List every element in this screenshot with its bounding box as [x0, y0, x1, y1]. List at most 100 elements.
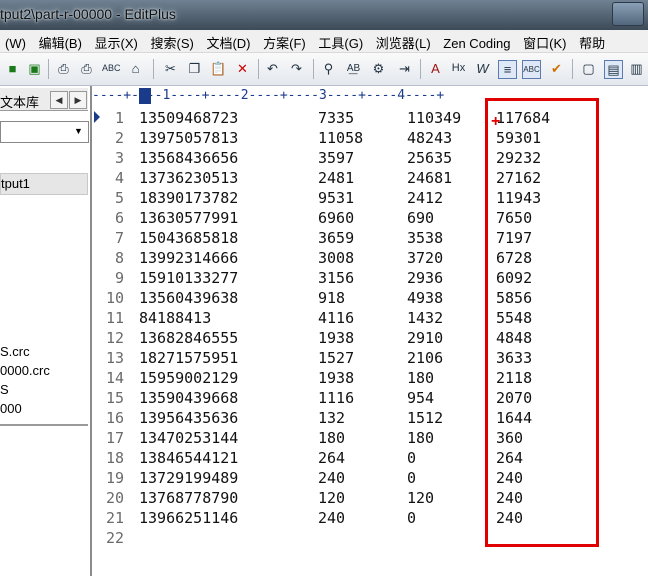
menu-project[interactable]: 方案(F): [263, 36, 306, 51]
text-line[interactable]: 16 13956435636 132 1512 1644: [92, 408, 632, 428]
redo-icon[interactable]: ↷: [291, 61, 302, 76]
line-number: 7: [114, 229, 124, 247]
panel-divider[interactable]: [0, 424, 88, 426]
line-number: 15: [105, 389, 124, 407]
total-traffic-cell: 117684: [496, 109, 551, 127]
tab-cliptext[interactable]: 文本库: [0, 95, 40, 110]
phone-number-cell: 13682846555: [139, 329, 239, 347]
upload-traffic-cell: 11058: [318, 129, 364, 147]
text-line[interactable]: 6 13630577991 6960 690 7650: [92, 208, 632, 228]
directory-icon[interactable]: ⌂: [131, 61, 140, 76]
file-list-item[interactable]: 0000.crc: [0, 363, 50, 378]
text-line[interactable]: 15 13590439668 1116 954 2070: [92, 388, 632, 408]
delete-icon[interactable]: ✕: [237, 61, 248, 76]
save-all-icon[interactable]: ▣: [28, 61, 41, 76]
ruler-icon[interactable]: ABC: [522, 60, 541, 79]
file-list-item[interactable]: S.crc: [0, 344, 30, 359]
save-icon[interactable]: ■: [8, 61, 17, 76]
file-list-item[interactable]: S: [0, 382, 9, 397]
download-traffic-cell: 180: [407, 429, 435, 447]
cursor-crosshair-icon: +: [491, 113, 501, 130]
print-icon[interactable]: ⎙: [81, 61, 92, 76]
spell-check-icon[interactable]: ABC: [102, 63, 121, 73]
upload-traffic-cell: 6960: [318, 209, 355, 227]
download-traffic-cell: 110349: [407, 109, 462, 127]
directory-combo[interactable]: ▼: [0, 121, 89, 143]
replace-icon[interactable]: A͟B: [346, 63, 361, 74]
menu-tools[interactable]: 工具(G): [318, 36, 364, 51]
text-line[interactable]: 19 13729199489 240 0 240: [92, 468, 632, 488]
text-line[interactable]: 1 13509468723 7335 110349 117684: [92, 108, 632, 128]
text-line[interactable]: 4 13736230513 2481 24681 27162: [92, 168, 632, 188]
text-line[interactable]: 20 13768778790 120 120 240: [92, 488, 632, 508]
upload-traffic-cell: 3156: [318, 269, 355, 287]
download-traffic-cell: 0: [407, 509, 417, 527]
text-line[interactable]: 8 13992314666 3008 3720 6728: [92, 248, 632, 268]
undo-icon[interactable]: ↶: [267, 61, 278, 76]
find-icon[interactable]: ⚲: [323, 61, 334, 76]
toolbar-separator: [313, 59, 314, 79]
check-icon[interactable]: ✔: [551, 61, 562, 76]
text-line[interactable]: 17 13470253144 180 180 360: [92, 428, 632, 448]
total-traffic-cell: 5856: [496, 289, 533, 307]
text-line[interactable]: 12 13682846555 1938 2910 4848: [92, 328, 632, 348]
find-in-files-icon[interactable]: ⚙: [372, 61, 385, 76]
chevron-down-icon: ▼: [74, 126, 83, 136]
download-traffic-cell: 180: [407, 369, 435, 387]
line-number-icon[interactable]: ≡: [498, 60, 517, 79]
menu-document[interactable]: 文档(D): [206, 36, 251, 51]
text-line[interactable]: 5 18390173782 9531 2412 11943: [92, 188, 632, 208]
text-line[interactable]: 18 13846544121 264 0 264: [92, 448, 632, 468]
line-number: 12: [105, 329, 124, 347]
menu-help[interactable]: 帮助: [579, 36, 606, 51]
download-traffic-cell: 2910: [407, 329, 444, 347]
tab-scroll-right-icon[interactable]: ▶: [69, 91, 87, 109]
paste-icon[interactable]: 📋: [210, 61, 227, 76]
download-traffic-cell: 2106: [407, 349, 444, 367]
copy-icon[interactable]: ❐: [188, 61, 201, 76]
text-line[interactable]: 22: [92, 528, 632, 548]
directory-window-icon[interactable]: ▤: [604, 60, 623, 79]
text-line[interactable]: 3 13568436656 3597 25635 29232: [92, 148, 632, 168]
text-line[interactable]: 2 13975057813 11058 48243 59301: [92, 128, 632, 148]
window-icon[interactable]: ▢: [582, 61, 595, 76]
total-traffic-cell: 360: [496, 429, 524, 447]
text-line[interactable]: 9 15910133277 3156 2936 6092: [92, 268, 632, 288]
phone-number-cell: 15910133277: [139, 269, 239, 287]
hex-viewer-icon[interactable]: Hx: [451, 62, 466, 74]
menu-edit[interactable]: 编辑(B): [38, 36, 82, 51]
menu-view[interactable]: 显示(X): [94, 36, 138, 51]
output-window-icon[interactable]: ▥: [630, 61, 643, 76]
upload-traffic-cell: 4116: [318, 309, 355, 327]
text-line[interactable]: 10 13560439638 918 4938 5856: [92, 288, 632, 308]
total-traffic-cell: 264: [496, 449, 524, 467]
print-preview-icon[interactable]: ⎙: [58, 61, 69, 76]
toolbar-separator: [420, 59, 421, 79]
goto-line-icon[interactable]: ⇥: [399, 61, 410, 76]
phone-number-cell: 13509468723: [139, 109, 239, 127]
line-number: 20: [105, 489, 124, 507]
text-line[interactable]: 7 15043685818 3659 3538 7197: [92, 228, 632, 248]
editor-area[interactable]: ----+----1----+----2----+----3----+----4…: [92, 86, 648, 576]
menu-search[interactable]: 搜索(S): [150, 36, 194, 51]
upload-traffic-cell: 3008: [318, 249, 355, 267]
file-list-item[interactable]: 000: [0, 401, 22, 416]
menu-window[interactable]: 窗口(K): [523, 36, 567, 51]
menu-window-mode[interactable]: (W): [5, 36, 26, 51]
text-line[interactable]: 13 18271575951 1527 2106 3633: [92, 348, 632, 368]
directory-item-selected[interactable]: tput1: [0, 173, 88, 195]
window-control-button[interactable]: [612, 2, 644, 26]
menu-zen-coding[interactable]: Zen Coding: [443, 36, 511, 51]
word-wrap-icon[interactable]: W: [476, 61, 489, 76]
text-line[interactable]: 14 15959002129 1938 180 2118: [92, 368, 632, 388]
text-line[interactable]: 11 84188413 4116 1432 5548: [92, 308, 632, 328]
font-icon[interactable]: A: [431, 61, 440, 76]
tab-scroll-left-icon[interactable]: ◀: [50, 91, 68, 109]
menu-browser[interactable]: 浏览器(L): [375, 36, 431, 51]
cut-icon[interactable]: ✂: [165, 61, 176, 76]
total-traffic-cell: 3633: [496, 349, 533, 367]
left-panel: 文本库 ◀ ▶ ▼ tput1 S.crc 0000.crc S 000: [0, 86, 92, 576]
download-traffic-cell: 954: [407, 389, 435, 407]
text-line[interactable]: 21 13966251146 240 0 240: [92, 508, 632, 528]
upload-traffic-cell: 180: [318, 429, 346, 447]
